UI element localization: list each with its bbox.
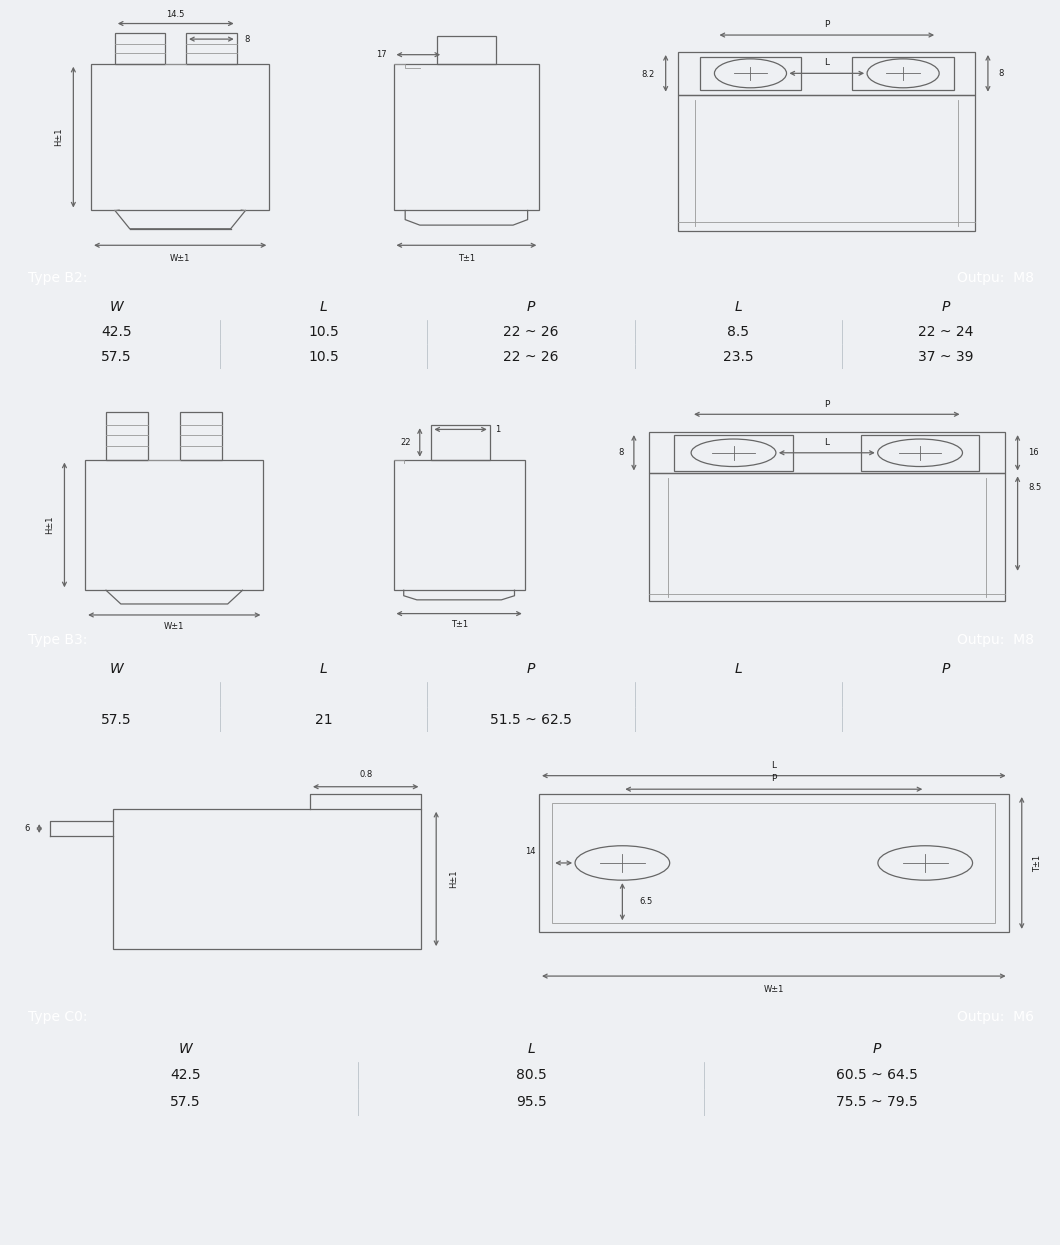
Text: 14.5: 14.5: [166, 10, 184, 19]
Text: 57.5: 57.5: [101, 713, 131, 727]
Text: 37 ~ 39: 37 ~ 39: [918, 350, 973, 364]
Text: W±1: W±1: [170, 254, 191, 264]
Text: 8.2: 8.2: [641, 70, 655, 78]
Text: Outpu:  M6: Outpu: M6: [957, 1010, 1034, 1023]
Text: W: W: [109, 662, 123, 676]
Text: 8: 8: [999, 68, 1004, 78]
Text: 10.5: 10.5: [308, 325, 339, 339]
Text: 57.5: 57.5: [171, 1096, 200, 1109]
Text: Type B2:: Type B2:: [29, 271, 88, 285]
Text: 80.5: 80.5: [515, 1068, 547, 1082]
Text: 17: 17: [375, 50, 386, 60]
Text: P: P: [872, 1042, 881, 1056]
Text: Type C0:: Type C0:: [29, 1010, 88, 1023]
Text: P: P: [771, 774, 777, 783]
Text: P: P: [824, 401, 830, 410]
Text: P: P: [527, 300, 535, 315]
Text: 6: 6: [24, 824, 30, 833]
Text: 8.5: 8.5: [1028, 483, 1041, 492]
Text: H±1: H±1: [54, 128, 63, 147]
Text: 8: 8: [244, 35, 249, 44]
Text: W±1: W±1: [164, 621, 184, 631]
Text: Outpu:  M8: Outpu: M8: [957, 632, 1034, 646]
Text: 60.5 ~ 64.5: 60.5 ~ 64.5: [835, 1068, 918, 1082]
Text: 42.5: 42.5: [171, 1068, 200, 1082]
Text: L: L: [825, 438, 829, 447]
Text: 10.5: 10.5: [308, 350, 339, 364]
Text: 51.5 ~ 62.5: 51.5 ~ 62.5: [490, 713, 572, 727]
Text: 1: 1: [496, 425, 500, 435]
Text: L: L: [320, 662, 328, 676]
Text: T±1: T±1: [1034, 854, 1042, 871]
Text: P: P: [527, 662, 535, 676]
Text: H±1: H±1: [46, 515, 54, 534]
Text: 22 ~ 24: 22 ~ 24: [918, 325, 973, 339]
Text: Outpu:  M8: Outpu: M8: [957, 271, 1034, 285]
Text: 57.5: 57.5: [101, 350, 131, 364]
Text: W±1: W±1: [763, 985, 784, 994]
Text: Type B3:: Type B3:: [29, 632, 88, 646]
Text: 6.5: 6.5: [639, 898, 653, 906]
Text: P: P: [941, 300, 950, 315]
Text: 22 ~ 26: 22 ~ 26: [504, 350, 559, 364]
Text: W: W: [109, 300, 123, 315]
Text: 75.5 ~ 79.5: 75.5 ~ 79.5: [835, 1096, 918, 1109]
Text: L: L: [320, 300, 328, 315]
Text: P: P: [824, 20, 830, 29]
Text: 23.5: 23.5: [723, 350, 754, 364]
Text: 22: 22: [401, 438, 411, 447]
Text: 0.8: 0.8: [359, 771, 372, 779]
Text: 21: 21: [315, 713, 333, 727]
Text: T±1: T±1: [458, 254, 475, 264]
Text: 14: 14: [525, 847, 535, 855]
Text: L: L: [825, 57, 829, 66]
Text: L: L: [735, 300, 742, 315]
Text: 16: 16: [1028, 448, 1039, 457]
Text: 95.5: 95.5: [515, 1096, 547, 1109]
Text: 8: 8: [618, 448, 623, 457]
Text: P: P: [941, 662, 950, 676]
Text: L: L: [772, 761, 776, 769]
Text: L: L: [527, 1042, 535, 1056]
Text: W: W: [179, 1042, 192, 1056]
Text: 22 ~ 26: 22 ~ 26: [504, 325, 559, 339]
Text: 8.5: 8.5: [727, 325, 749, 339]
Text: L: L: [735, 662, 742, 676]
Text: T±1: T±1: [450, 620, 467, 630]
Text: H±1: H±1: [449, 870, 458, 888]
Text: 42.5: 42.5: [101, 325, 131, 339]
